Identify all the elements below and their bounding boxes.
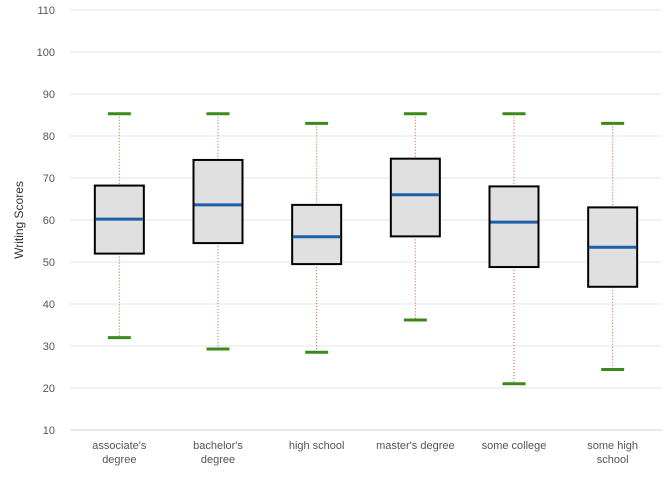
x-tick-label: high school (289, 440, 345, 452)
boxes (93, 112, 639, 386)
y-tick-label: 40 (43, 299, 55, 311)
x-tick-label-line: bachelor's (193, 440, 243, 452)
box-group (587, 121, 639, 372)
x-tick-label-line: high school (289, 440, 345, 452)
y-tick-label: 50 (43, 257, 55, 269)
y-axis-tick-labels: 10 20 30 40 50 60 70 80 90 100 110 (37, 5, 55, 437)
box-group (192, 112, 244, 351)
x-tick-label: some college (482, 440, 547, 452)
y-tick-label: 100 (37, 47, 55, 59)
box-group (488, 112, 540, 386)
iqr-box (389, 157, 441, 238)
x-tick-label: bachelor's degree (193, 440, 243, 466)
x-tick-label-line: master's degree (376, 440, 455, 452)
box-group (389, 112, 441, 322)
iqr-box (488, 185, 540, 269)
x-tick-label-line: degree (102, 454, 136, 466)
x-tick-label: associate's degree (92, 440, 147, 466)
y-axis-label: Writing Scores (12, 181, 26, 259)
x-tick-label-line: school (597, 454, 629, 466)
iqr-box (192, 158, 244, 245)
box-group (93, 112, 145, 340)
x-tick-label-line: some high (587, 440, 638, 452)
x-tick-label-line: associate's (92, 440, 147, 452)
y-tick-label: 90 (43, 89, 55, 101)
y-tick-label: 70 (43, 173, 55, 185)
x-tick-label-line: degree (201, 454, 235, 466)
x-tick-label: master's degree (376, 440, 455, 452)
y-tick-label: 80 (43, 131, 55, 143)
y-tick-label: 60 (43, 215, 55, 227)
box-group (291, 121, 343, 354)
y-tick-label: 10 (43, 425, 55, 437)
grid-lines (70, 9, 662, 389)
y-tick-label: 110 (37, 5, 55, 17)
x-tick-label: some high school (587, 440, 638, 466)
x-axis-tick-labels: associate's degree bachelor's degree high sc… (92, 440, 638, 466)
y-tick-label: 20 (43, 383, 55, 395)
iqr-box (291, 203, 343, 266)
y-tick-label: 30 (43, 341, 55, 353)
x-tick-label-line: some college (482, 440, 547, 452)
